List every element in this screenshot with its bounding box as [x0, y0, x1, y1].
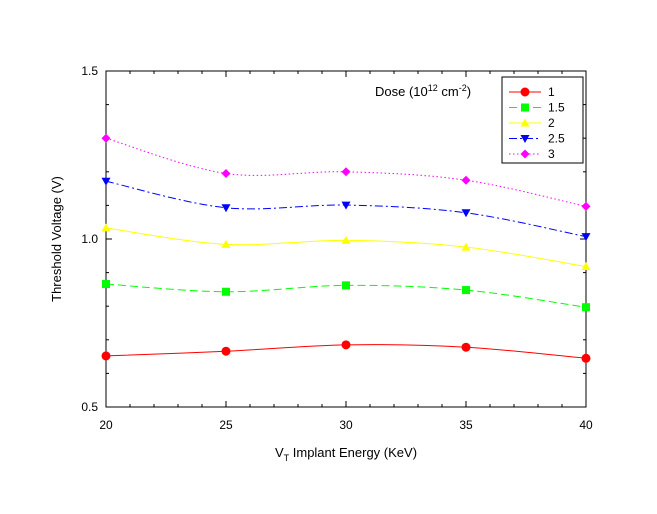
- data-point: [581, 353, 591, 363]
- legend-label: 1: [548, 85, 555, 99]
- data-point: [461, 209, 471, 218]
- x-tick-label: 35: [459, 418, 473, 432]
- legend-entry: 2: [509, 116, 555, 130]
- x-tick-label: 25: [219, 418, 233, 432]
- data-point: [581, 233, 591, 242]
- series-line: [105, 227, 587, 268]
- legend-marker: [520, 87, 530, 97]
- y-tick-label: 1.0: [81, 232, 98, 246]
- data-point: [461, 242, 471, 251]
- legend-entry: 2.5: [509, 132, 565, 146]
- data-point: [221, 239, 231, 248]
- axis-ticks: 20 25 30 35 40 0.5 1.0 1.5: [81, 64, 593, 432]
- data-point: [101, 223, 111, 232]
- data-point: [341, 167, 351, 177]
- legend-marker: [521, 103, 529, 112]
- series-1.5: [102, 280, 590, 312]
- data-point: [341, 340, 351, 350]
- data-point: [101, 177, 111, 186]
- legend-marker: [520, 118, 530, 127]
- data-point: [221, 168, 231, 178]
- data-point: [462, 286, 470, 295]
- data-point: [221, 346, 231, 356]
- legend-label: 3: [548, 147, 555, 161]
- y-tick-label: 1.5: [81, 64, 98, 78]
- y-axis-label: Threshold Voltage (V): [49, 176, 64, 302]
- data-point: [342, 281, 350, 290]
- legend-marker: [520, 135, 530, 143]
- legend-entry: 1: [509, 85, 555, 99]
- legend-entry: 1.5: [509, 101, 565, 115]
- legend-box: [501, 76, 584, 164]
- series-2.5: [101, 177, 591, 242]
- data-point: [461, 342, 471, 352]
- series-1: [101, 340, 591, 363]
- data-point: [581, 262, 591, 271]
- data-point: [102, 280, 110, 289]
- data-point: [582, 303, 590, 312]
- series-3: [101, 133, 591, 211]
- x-tick-label: 40: [579, 418, 593, 432]
- data-point: [581, 201, 591, 211]
- legend-title: Dose (1012 cm-2): [375, 83, 471, 99]
- data-point: [222, 287, 230, 296]
- legend-entry: 3: [509, 147, 555, 161]
- data-point: [341, 235, 351, 244]
- legend: 1 1.52 2.53: [509, 85, 565, 161]
- legend-label: 1.5: [548, 101, 565, 115]
- data-point: [461, 175, 471, 185]
- data-point: [101, 351, 111, 361]
- data-point: [221, 204, 231, 213]
- x-tick-label: 30: [339, 418, 353, 432]
- data-point: [101, 133, 111, 143]
- series-group: [101, 133, 591, 363]
- legend-marker: [520, 149, 530, 159]
- series-2: [101, 223, 591, 271]
- x-axis-label: VT Implant Energy (KeV): [275, 445, 417, 463]
- x-tick-label: 20: [99, 418, 113, 432]
- y-tick-label: 0.5: [81, 400, 98, 414]
- legend-label: 2.5: [548, 132, 565, 146]
- data-point: [341, 201, 351, 210]
- legend-label: 2: [548, 116, 555, 130]
